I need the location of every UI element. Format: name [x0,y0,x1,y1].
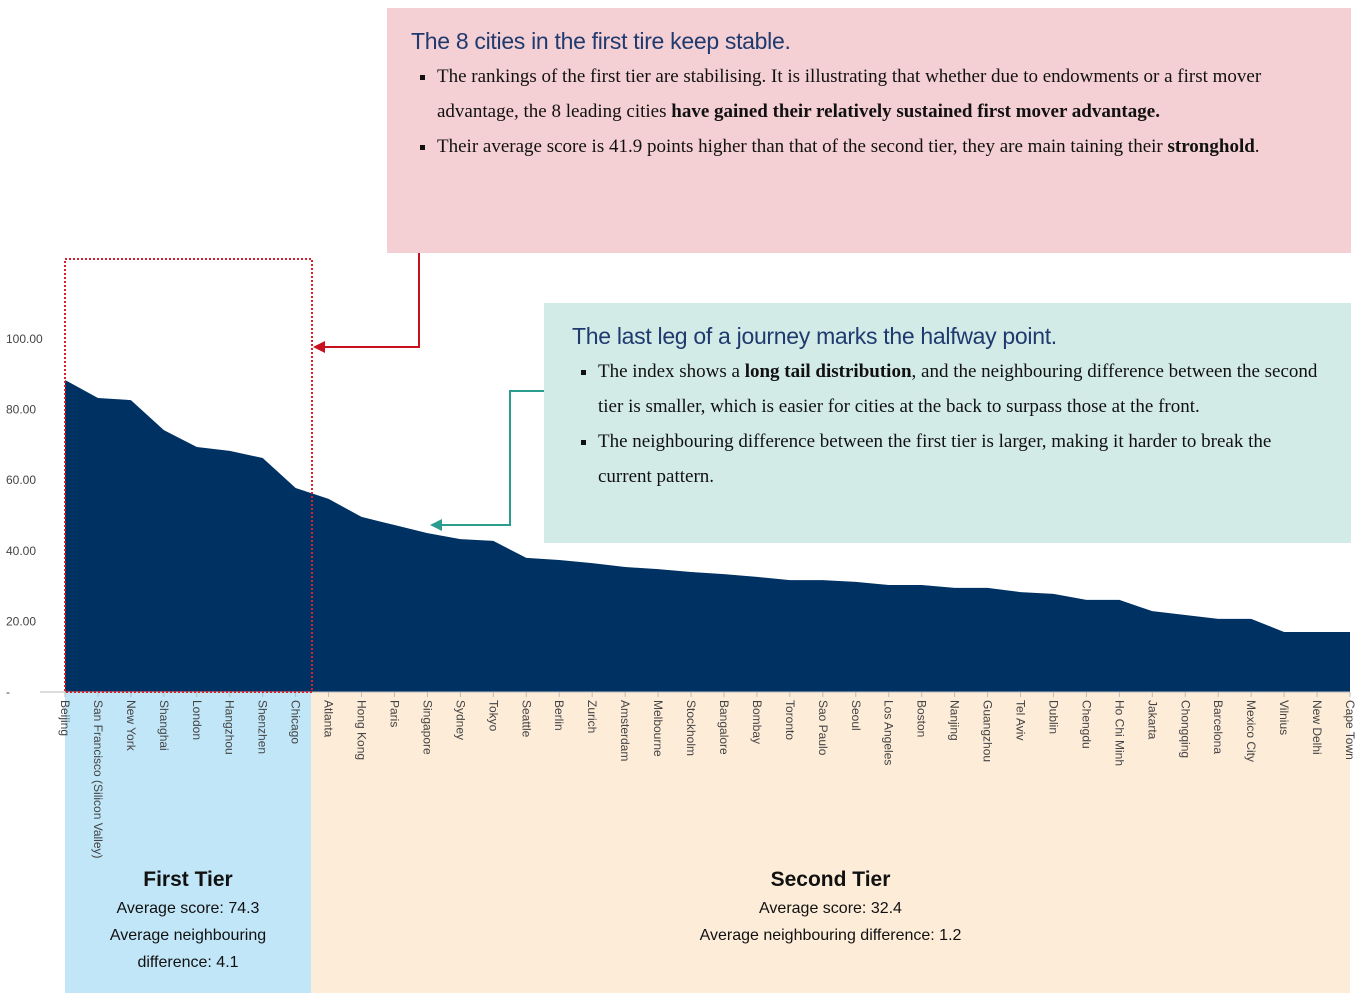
x-tick-label: Toronto [783,700,797,740]
y-tick-label: 80.00 [6,403,36,417]
x-tick-label: New Delhi [1310,700,1324,755]
x-tick-label: Seoul [849,700,863,731]
first-tier-box: First Tier Average score: 74.3 Average nei… [65,692,311,993]
x-tick-label: Tokyo [486,700,500,732]
tier-name: First Tier [143,868,233,891]
arrow-teal [440,390,544,526]
annotation-bullets: The index shows a long tail distribution… [572,354,1327,494]
y-tick-label: 100.00 [6,332,43,346]
x-tick-label: Shenzhen [256,700,270,754]
second-tier-box: Second Tier Average score: 32.4 Average ne… [311,692,1350,993]
x-tick-label: Dublin [1046,700,1060,734]
x-tick-label: San Francisco (Silicon Valley) [91,700,105,859]
x-tick-label: New York [124,700,138,752]
x-tick-label: Boston [915,700,929,737]
x-tick-label: Mexico City [1244,700,1258,762]
x-tick-label: Guangzhou [981,700,995,762]
bullet-text: The neighbouring difference between the … [598,431,1272,487]
x-tick-label: Los Angeles [882,700,896,765]
x-tick-label: Chongqing [1178,700,1192,758]
x-tick-label: Amsterdam [618,700,632,761]
x-tick-label: Cape Town [1343,700,1357,760]
y-tick-label: - [6,685,10,699]
arrow-red-head [313,341,325,353]
bullet-text: . [1254,136,1260,157]
bullet-text: The index shows a [598,361,745,382]
tier-stat: Average score: 32.4 [759,900,902,917]
tier-stat: Average neighbouring difference: 1.2 [699,927,962,944]
x-tick-label: Vilnius [1277,700,1291,735]
x-tick-label: Hong Kong [355,700,369,760]
bullet-text: The rankings of the first tier are stabi… [437,66,1262,122]
annotation-bullet: The rankings of the first tier are stabi… [437,59,1327,129]
arrow-red [322,253,420,348]
y-tick-label: 60.00 [6,473,36,487]
bullet-text: , and the neighbouring difference betwee… [598,361,1318,417]
x-tick-label: Barcelona [1211,700,1225,754]
x-tick-label: Melbourne [651,700,665,757]
x-tick-label: Jakarta [1145,700,1159,740]
x-tick-label: Bangalore [717,700,731,755]
x-tick-label: Tel Aviv [1014,700,1028,740]
annotation-bullet: The index shows a long tail distribution… [598,354,1327,424]
x-tick-label: Stockholm [684,700,698,756]
annotation-title: The 8 cities in the first tire keep stab… [411,28,791,54]
annotation-first-tier: The 8 cities in the first tire keep stab… [387,8,1351,253]
x-tick-label: Shanghai [157,700,171,751]
annotation-bullets: The rankings of the first tier are stabi… [411,59,1327,164]
x-tick-label: Zurich [585,700,599,733]
x-tick-label: Chengdu [1079,700,1093,749]
arrow-teal-head [430,519,442,531]
x-tick-label: Hangzhou [223,700,237,755]
annotation-bullet: The neighbouring difference between the … [598,424,1327,494]
y-tick-label: 20.00 [6,614,36,628]
x-tick-label: Singapore [420,700,434,755]
tier-stat: Average neighbouring difference: 4.1 [109,927,267,971]
x-tick-label: Nanjing [948,700,962,741]
bullet-text: have gained their relatively sustained f… [671,101,1160,122]
annotation-bullet: Their average score is 41.9 points highe… [437,129,1327,164]
x-tick-label: Ho Chi Minh [1112,700,1126,766]
tier-name: Second Tier [770,868,891,891]
x-tick-label: Berlin [552,700,566,731]
x-tick-label: Bombay [750,700,764,744]
bullet-text: stronghold [1167,136,1255,157]
x-tick-label: London [190,700,204,740]
x-tick-label: Beijing [58,700,72,736]
x-tick-label: Atlanta [322,700,336,738]
plot: - 20.00 40.00 60.00 80.00 100.00 Beijing San Fr… [6,258,1357,859]
x-tick-label: Sydney [453,700,467,740]
x-tick-label: Paris [387,700,401,727]
x-tick-label: Chicago [289,700,303,744]
y-tick-label: 40.00 [6,544,36,558]
bullet-text: long tail distribution [744,361,912,382]
annotation-long-tail: The last leg of a journey marks the half… [544,303,1351,543]
bullet-text: Their average score is 41.9 points highe… [437,136,1168,157]
area [65,379,1350,692]
tier-stat: Average score: 74.3 [116,900,260,917]
x-tick-label: Seattle [519,700,533,738]
annotation-title: The last leg of a journey marks the half… [572,323,1057,349]
x-tick-label: Sao Paulo [816,700,830,756]
